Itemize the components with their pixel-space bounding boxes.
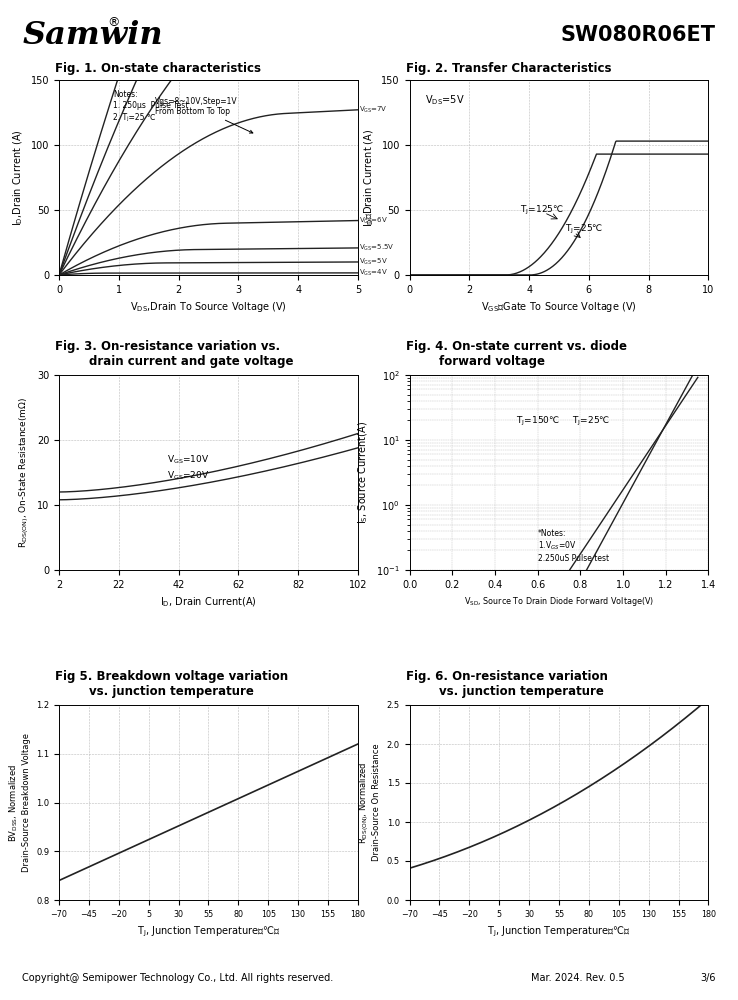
Text: Fig. 3. On-resistance variation vs.: Fig. 3. On-resistance variation vs. (55, 340, 280, 353)
Y-axis label: R$_{\sf DS(ON)}$, Normalized
Drain-Source On Resistance: R$_{\sf DS(ON)}$, Normalized Drain-Sourc… (357, 744, 382, 861)
X-axis label: T$_{\sf J}$, Junction Temperature（℃）: T$_{\sf J}$, Junction Temperature（℃） (137, 924, 280, 939)
Text: vs. junction temperature: vs. junction temperature (89, 685, 253, 698)
Y-axis label: R$_{\sf DS(ON)}$, On-State Resistance(mΩ): R$_{\sf DS(ON)}$, On-State Resistance(mΩ… (18, 397, 32, 548)
Text: Mar. 2024. Rev. 0.5: Mar. 2024. Rev. 0.5 (531, 973, 625, 983)
X-axis label: V$_{\sf DS}$,Drain To Source Voltage (V): V$_{\sf DS}$,Drain To Source Voltage (V) (130, 300, 287, 314)
Text: V$_{\sf GS}$=4V: V$_{\sf GS}$=4V (359, 268, 388, 278)
Text: V$_{\sf DS}$=5V: V$_{\sf DS}$=5V (424, 93, 464, 107)
Text: Fig. 4. On-state current vs. diode: Fig. 4. On-state current vs. diode (406, 340, 627, 353)
X-axis label: T$_{\sf J}$, Junction Temperature（℃）: T$_{\sf J}$, Junction Temperature（℃） (487, 924, 631, 939)
Text: forward voltage: forward voltage (439, 355, 545, 368)
Text: drain current and gate voltage: drain current and gate voltage (89, 355, 293, 368)
Text: V$_{\sf GS}$=7V: V$_{\sf GS}$=7V (359, 105, 387, 115)
Text: V$_{\sf GS}$=5.5V: V$_{\sf GS}$=5.5V (359, 243, 395, 253)
X-axis label: I$_{\sf D}$, Drain Current(A): I$_{\sf D}$, Drain Current(A) (160, 595, 257, 609)
Y-axis label: I$_{\sf S}$, Source Current(A): I$_{\sf S}$, Source Current(A) (357, 421, 370, 524)
Text: SW080R06ET: SW080R06ET (561, 25, 716, 45)
Text: ®: ® (107, 16, 120, 29)
Text: Vgs=8~10V,Step=1V
From Bottom To Top: Vgs=8~10V,Step=1V From Bottom To Top (155, 97, 253, 133)
Text: V$_{\sf GS}$=20V: V$_{\sf GS}$=20V (167, 470, 209, 483)
Text: T$_{\sf J}$=25℃: T$_{\sf J}$=25℃ (572, 415, 610, 428)
Text: Fig 5. Breakdown voltage variation: Fig 5. Breakdown voltage variation (55, 670, 289, 683)
Text: Copyright@ Semipower Technology Co., Ltd. All rights reserved.: Copyright@ Semipower Technology Co., Ltd… (22, 973, 334, 983)
Y-axis label: I$_{\sf D}$,Drain Current (A): I$_{\sf D}$,Drain Current (A) (12, 129, 25, 226)
Text: vs. junction temperature: vs. junction temperature (439, 685, 604, 698)
Text: T$_{\sf J}$=125℃: T$_{\sf J}$=125℃ (520, 203, 564, 217)
Text: T$_{\sf J}$=25℃: T$_{\sf J}$=25℃ (565, 223, 603, 236)
Text: V$_{\sf GS}$=5V: V$_{\sf GS}$=5V (359, 257, 388, 267)
X-axis label: V$_{\sf SD}$, Source To Drain Diode Forward Voltage(V): V$_{\sf SD}$, Source To Drain Diode Forw… (464, 595, 654, 608)
Text: *Notes:
1.V$_{GS}$=0V
2.250uS Pulse test: *Notes: 1.V$_{GS}$=0V 2.250uS Pulse test (538, 529, 609, 563)
Text: T$_{\sf J}$=150℃: T$_{\sf J}$=150℃ (517, 415, 560, 428)
Text: V$_{\sf GS}$=6V: V$_{\sf GS}$=6V (359, 216, 388, 226)
Text: V$_{\sf GS}$=10V: V$_{\sf GS}$=10V (167, 454, 209, 466)
Text: Fig. 1. On-state characteristics: Fig. 1. On-state characteristics (55, 62, 261, 75)
Text: Fig. 2. Transfer Characteristics: Fig. 2. Transfer Characteristics (406, 62, 611, 75)
Y-axis label: I$_{\sf D}$，Drain Current (A): I$_{\sf D}$，Drain Current (A) (362, 128, 376, 227)
Text: 1. 250μs  Pulse Test: 1. 250μs Pulse Test (113, 101, 188, 110)
Text: Samwin: Samwin (22, 19, 163, 50)
X-axis label: V$_{\sf GS}$，Gate To Source Voltage (V): V$_{\sf GS}$，Gate To Source Voltage (V) (481, 300, 637, 314)
Text: Fig. 6. On-resistance variation: Fig. 6. On-resistance variation (406, 670, 608, 683)
Text: 2. Tⱼ=25 ℃: 2. Tⱼ=25 ℃ (113, 113, 155, 122)
Text: 3/6: 3/6 (700, 973, 716, 983)
Y-axis label: BV$_{\sf DSS}$, Normalized
Drain-Source Breakdown Voltage: BV$_{\sf DSS}$, Normalized Drain-Source … (7, 733, 30, 872)
Text: Notes:: Notes: (113, 90, 137, 99)
